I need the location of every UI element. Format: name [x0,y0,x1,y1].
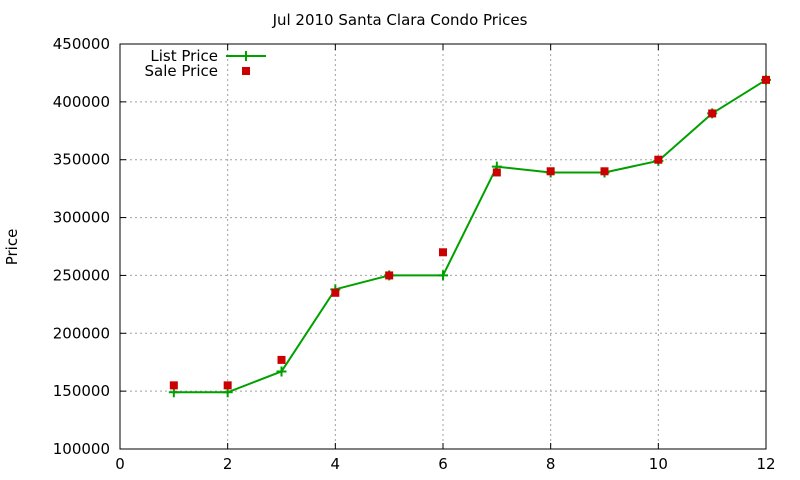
y-tick-label: 250000 [53,266,110,284]
plot-border [119,43,767,450]
legend-label-list-price: List Price [150,47,218,65]
sale-price-point [600,167,609,176]
x-tick-label: 4 [331,455,341,473]
y-tick-label: 350000 [53,151,110,169]
list-price-point [276,366,287,377]
x-tick-label: 8 [546,455,556,473]
x-tick-label: 12 [756,455,775,473]
sale-price-point [492,168,501,177]
y-tick-label: 100000 [53,440,110,458]
sale-price-point [277,355,286,364]
series-layer [168,74,771,398]
y-tick-label: 450000 [53,35,110,53]
x-tick-label: 10 [649,455,668,473]
y-tick-label: 200000 [53,324,110,342]
sale-price-point [331,288,340,297]
axis-layer: 0 2 4 6 8 10 12 100000 150000 200000 250000 300000 3… [53,35,776,473]
list-price-line [173,79,767,394]
x-tick-label: 6 [438,455,448,473]
chart-title: Jul 2010 Santa Clara Condo Prices [272,11,528,29]
sale-price-point [762,75,770,84]
y-tick-label: 150000 [53,382,110,400]
y-tick-label: 300000 [53,209,110,227]
y-tick-label: 400000 [53,93,110,111]
sale-price-point [385,271,394,280]
sale-price-point [546,167,555,176]
list-price-point [438,270,448,281]
legend-marker-list-price [241,51,251,61]
sale-price-point [169,381,178,390]
sale-price-point [439,248,447,257]
sale-price-point [708,109,717,118]
x-tick-label: 2 [223,455,233,473]
legend-swatch-sale-price [242,67,250,75]
x-tick-label: 0 [115,455,125,473]
legend-label-sale-price: Sale Price [145,62,218,80]
grid-layer [120,44,766,449]
sale-price-point [654,155,663,164]
sale-price-point [223,381,232,390]
